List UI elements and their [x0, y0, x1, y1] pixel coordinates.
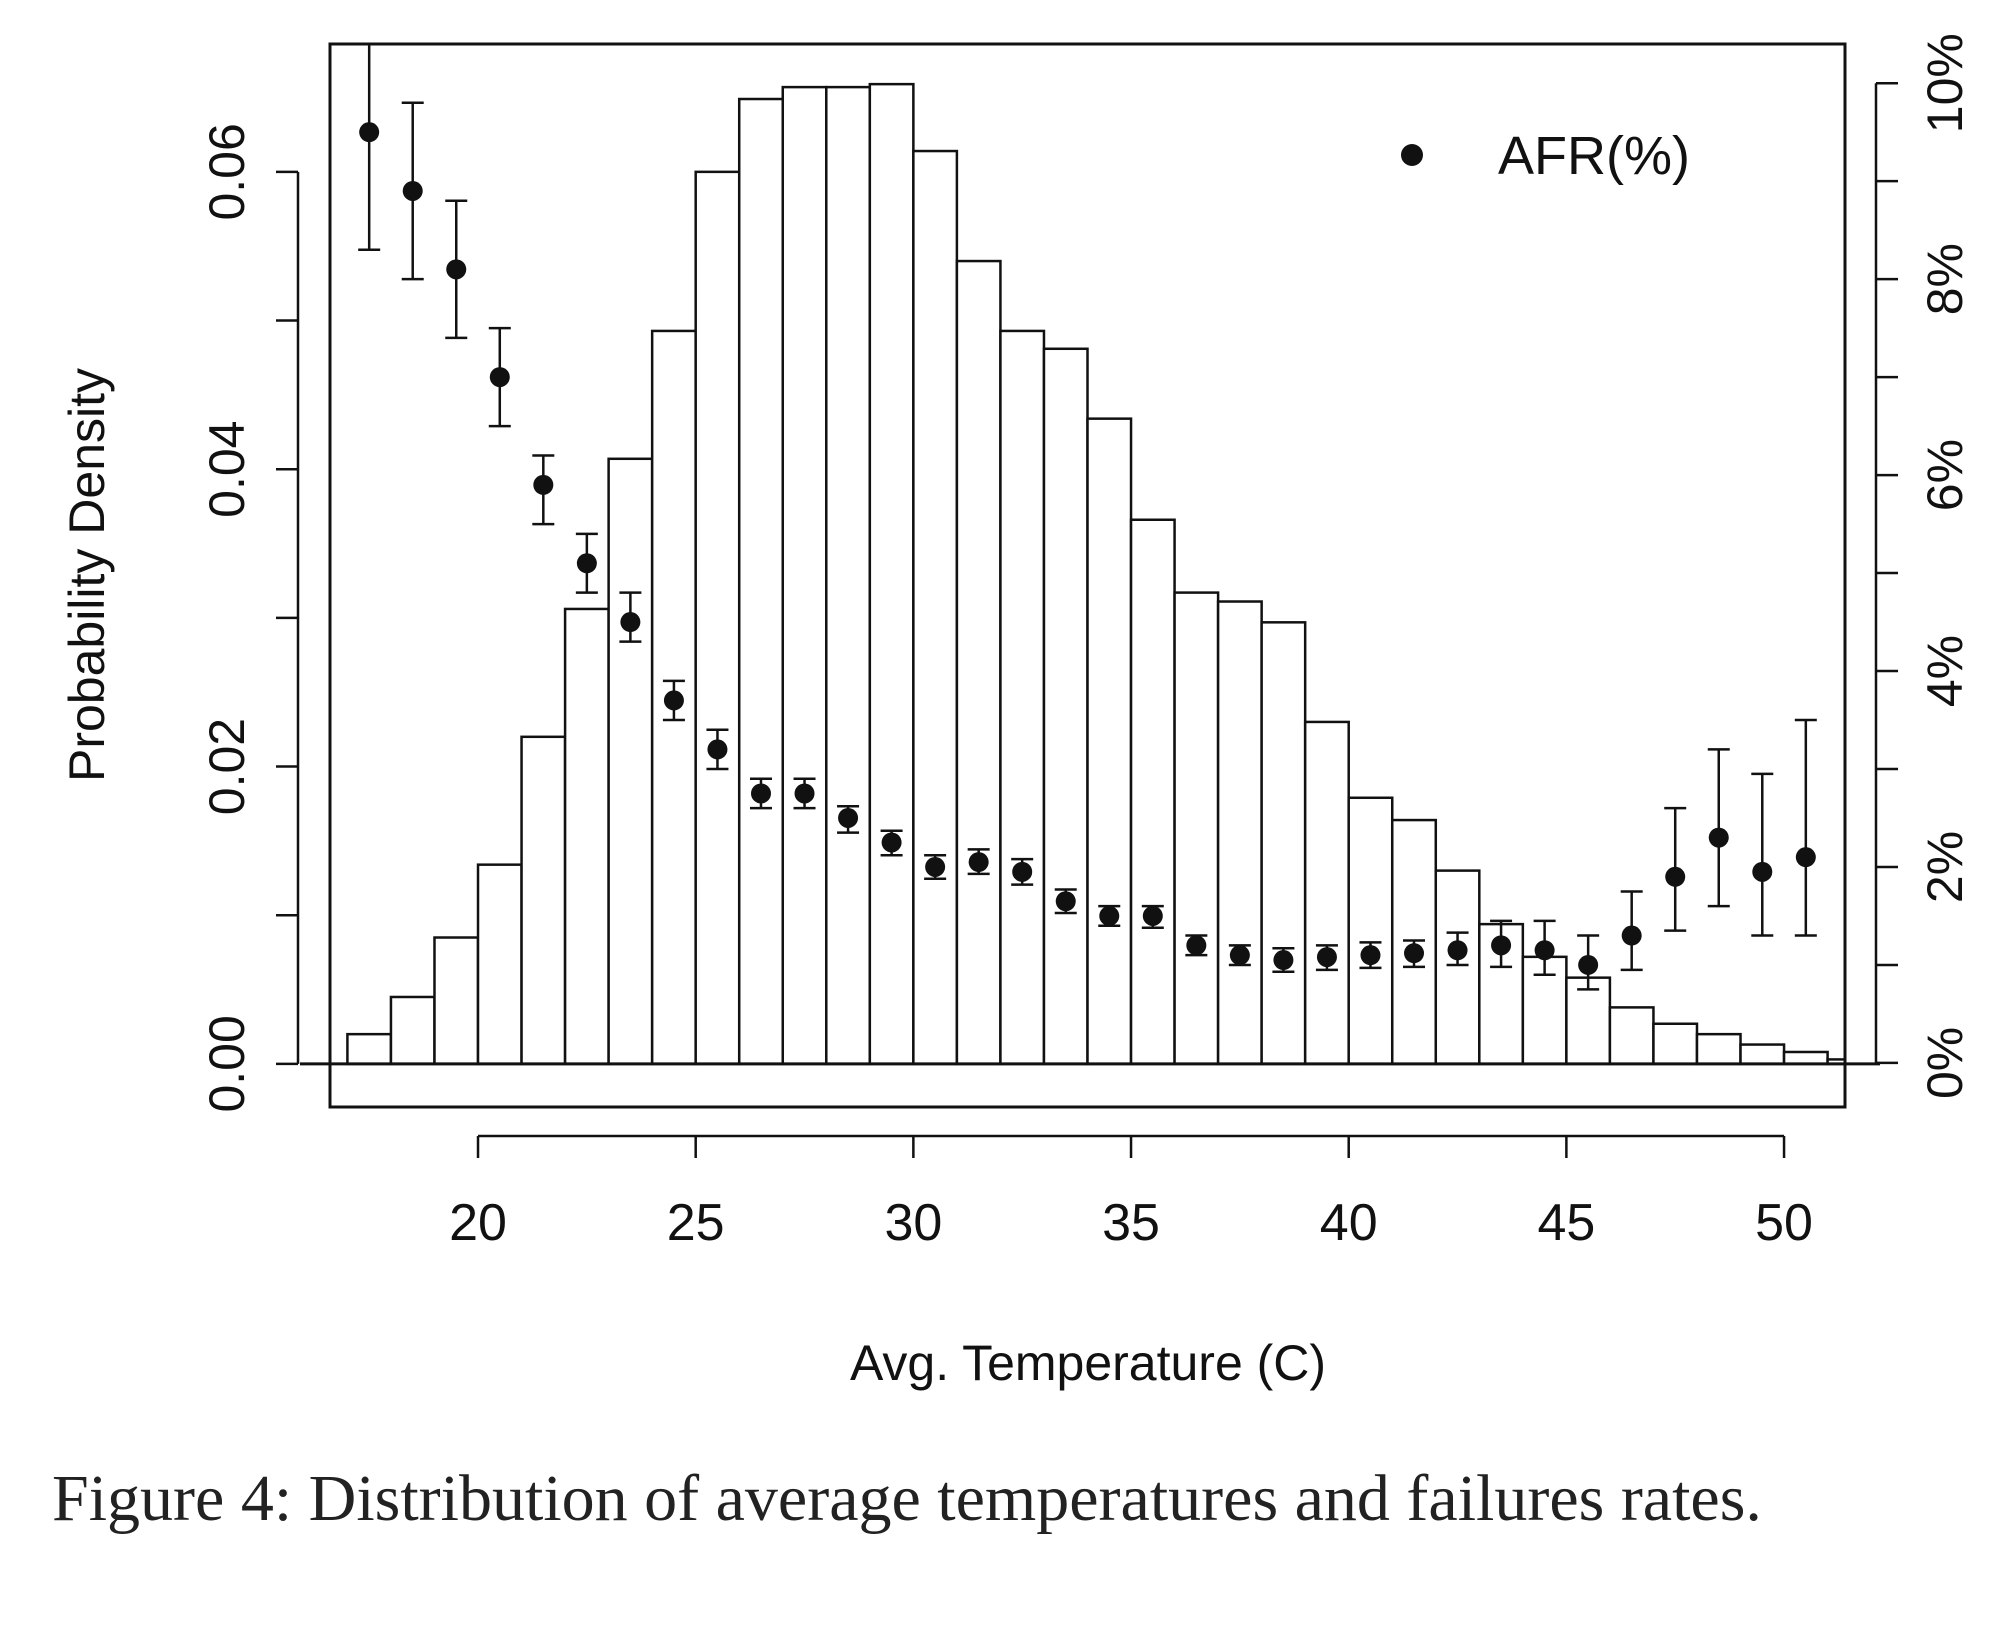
- histogram-bar: [1173, 591, 1220, 1066]
- histogram-bar: [1739, 1043, 1786, 1066]
- histogram-bar: [520, 735, 567, 1066]
- histogram-bar: [781, 85, 828, 1066]
- y-tick-label: 0.02: [199, 718, 255, 815]
- histogram-bar: [1695, 1032, 1742, 1066]
- histogram-bar: [694, 170, 741, 1066]
- afr-point: [359, 122, 380, 143]
- afr-point: [1752, 861, 1773, 882]
- afr-point: [750, 783, 771, 804]
- histogram-bar: [1782, 1050, 1829, 1066]
- histogram-bar: [1216, 600, 1263, 1066]
- y-axis-label: Probability Density: [59, 368, 115, 782]
- y2-tick-label: 10%: [1917, 33, 1973, 133]
- afr-point: [663, 690, 684, 711]
- legend-label-afr: AFR(%): [1498, 126, 1690, 186]
- afr-point: [402, 180, 423, 201]
- histogram-bar: [1652, 1022, 1699, 1066]
- afr-point: [794, 783, 815, 804]
- histogram-bar: [346, 1032, 393, 1066]
- y2-tick-label: 2%: [1917, 831, 1973, 903]
- histogram-bar: [1042, 347, 1089, 1066]
- afr-point: [1273, 950, 1294, 971]
- histogram-bar: [955, 259, 1002, 1066]
- x-tick-label: 45: [1537, 1194, 1595, 1252]
- histogram-bar: [1303, 720, 1350, 1066]
- legend-marker-afr: [1401, 144, 1423, 166]
- histogram-bar: [433, 936, 480, 1066]
- histogram-bar: [1826, 1058, 1845, 1066]
- histogram-bar: [476, 863, 523, 1066]
- afr-point: [1404, 943, 1425, 964]
- afr-point: [1012, 861, 1033, 882]
- histogram-bar: [563, 607, 610, 1066]
- histogram-bar: [912, 149, 959, 1066]
- afr-point: [1708, 827, 1729, 848]
- histogram-bar: [999, 329, 1046, 1066]
- y-tick-label: 0.00: [199, 1015, 255, 1112]
- histogram-bar: [825, 85, 872, 1066]
- y-tick-label: 0.06: [199, 123, 255, 220]
- afr-point: [1621, 925, 1642, 946]
- afr-point: [533, 474, 554, 495]
- histogram-bar: [607, 457, 654, 1066]
- afr-point: [838, 807, 859, 828]
- afr-point: [881, 832, 902, 853]
- afr-point: [1795, 847, 1816, 868]
- afr-point: [925, 856, 946, 877]
- y-tick-label: 0.04: [199, 421, 255, 518]
- afr-point: [1491, 935, 1512, 956]
- x-tick-label: 25: [667, 1194, 725, 1252]
- afr-point: [1316, 947, 1337, 968]
- afr-point: [707, 739, 728, 760]
- afr-point: [1186, 935, 1207, 956]
- afr-point: [1099, 905, 1120, 926]
- y-axis-left: 0.00 0.02 0.04 0.06: [199, 123, 300, 1113]
- afr-point: [1360, 945, 1381, 966]
- histogram-bar: [868, 82, 915, 1066]
- x-tick-label: 30: [884, 1194, 942, 1252]
- y2-tick-label: 0%: [1917, 1027, 1973, 1099]
- plot-frame: [328, 42, 1847, 1109]
- afr-point: [968, 852, 989, 873]
- histogram-bars: [346, 82, 1845, 1066]
- histogram-bar: [1347, 796, 1394, 1066]
- afr-point: [489, 367, 510, 388]
- y2-tick-label: 8%: [1917, 243, 1973, 315]
- y2-tick-label: 4%: [1917, 635, 1973, 707]
- afr-point: [1665, 866, 1686, 887]
- x-tick-label: 40: [1320, 1194, 1378, 1252]
- histogram-bar: [1434, 869, 1481, 1066]
- afr-point: [1447, 940, 1468, 961]
- x-tick-label: 35: [1102, 1194, 1160, 1252]
- x-tick-label: 50: [1755, 1194, 1813, 1252]
- afr-point: [1142, 905, 1163, 926]
- afr-point: [1578, 954, 1599, 975]
- x-axis: 20 25 30 35 40 45 50: [449, 1134, 1813, 1252]
- afr-series: [358, 44, 1817, 991]
- histogram-bar: [737, 97, 785, 1066]
- afr-point: [1055, 891, 1076, 912]
- afr-point: [1229, 945, 1250, 966]
- histogram-bar: [1565, 976, 1612, 1066]
- afr-point: [620, 612, 641, 633]
- histogram-bar: [389, 995, 436, 1066]
- y-axis-right: 0% 2% 4% 6% 8% 10%: [1874, 33, 1973, 1099]
- histogram-bar: [1129, 518, 1176, 1066]
- x-axis-label: Avg. Temperature (C): [850, 1335, 1326, 1391]
- afr-point: [576, 553, 597, 574]
- afr-point: [446, 259, 467, 280]
- histogram-bar: [1086, 417, 1133, 1066]
- histogram-bar: [1608, 1006, 1655, 1066]
- y2-tick-label: 6%: [1917, 439, 1973, 511]
- histogram-bar: [1260, 621, 1307, 1066]
- histogram-bar: [650, 329, 697, 1066]
- legend: AFR(%): [1401, 126, 1690, 186]
- afr-point: [1534, 940, 1555, 961]
- x-tick-label: 20: [449, 1194, 507, 1252]
- figure-caption: Figure 4: Distribution of average temper…: [52, 1462, 1762, 1535]
